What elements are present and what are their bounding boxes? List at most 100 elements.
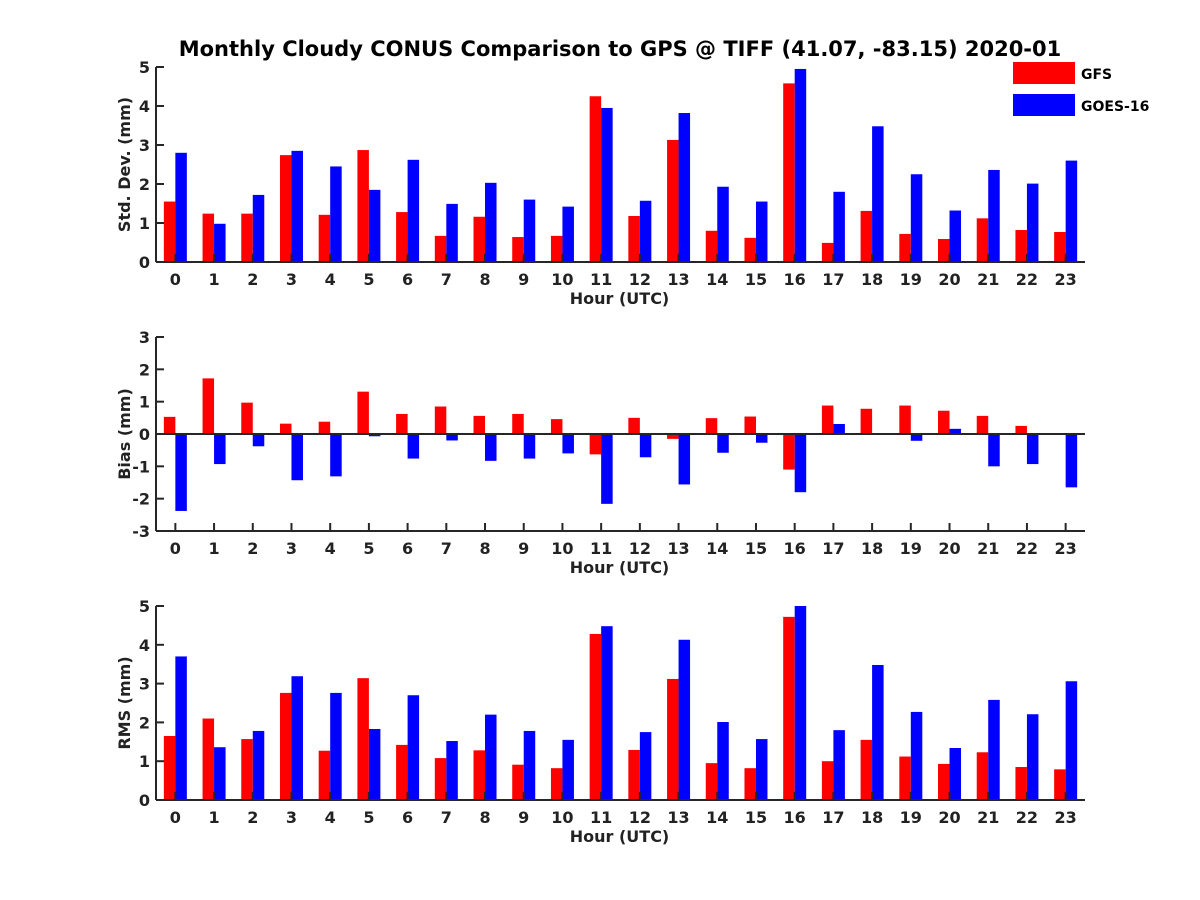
- bar-goes16-21: [988, 169, 1000, 262]
- bar-gfs-16: [783, 616, 795, 800]
- bar-goes16-4: [330, 692, 342, 800]
- legend-swatch-goes16: [1013, 94, 1075, 116]
- bar-goes16-0: [175, 656, 187, 800]
- bar-goes16-23: [1065, 160, 1078, 262]
- legend: GFS GOES-16: [1013, 62, 1149, 116]
- bar-goes16-6: [407, 695, 420, 800]
- x-tick-label: 14: [706, 539, 728, 558]
- x-tick-label: 18: [861, 539, 883, 558]
- bar-gfs-10: [550, 419, 563, 434]
- bar-goes16-17: [833, 423, 845, 434]
- bar-goes16-3: [291, 150, 303, 262]
- bar-gfs-2: [241, 213, 253, 262]
- x-tick-label: 7: [441, 270, 452, 289]
- bar-gfs-5: [357, 678, 369, 800]
- x-tick-label: 12: [629, 539, 651, 558]
- x-tick-label: 0: [170, 270, 181, 289]
- bar-goes16-2: [252, 194, 265, 262]
- bar-gfs-0: [163, 201, 176, 262]
- bar-goes16-17: [833, 191, 845, 262]
- bar-gfs-6: [396, 413, 408, 434]
- bar-goes16-14: [717, 186, 729, 262]
- x-tick-label: 3: [286, 270, 297, 289]
- bar-goes16-13: [678, 434, 691, 485]
- bar-gfs-18: [860, 739, 873, 800]
- x-tick-label: 12: [629, 270, 651, 289]
- bar-goes16-21: [988, 434, 1000, 467]
- y-axis-label: Bias (mm): [115, 388, 134, 480]
- bar-gfs-20: [938, 238, 950, 262]
- x-tick-label: 1: [208, 808, 219, 827]
- bar-goes16-11: [601, 434, 613, 504]
- bar-gfs-10: [550, 235, 563, 262]
- bar-gfs-18: [860, 408, 873, 434]
- x-tick-label: 6: [402, 808, 413, 827]
- bar-gfs-3: [279, 692, 292, 800]
- x-tick-label: 3: [286, 808, 297, 827]
- bar-gfs-13: [667, 434, 679, 439]
- y-tick-label: -2: [132, 490, 150, 509]
- x-tick-label: 18: [861, 808, 883, 827]
- bar-goes16-8: [485, 182, 497, 262]
- bar-goes16-19: [910, 711, 923, 800]
- x-tick-label: 5: [363, 808, 374, 827]
- bar-goes16-10: [562, 434, 574, 454]
- x-tick-label: 23: [1055, 539, 1077, 558]
- bar-goes16-22: [1026, 714, 1039, 800]
- x-tick-label: 16: [784, 539, 806, 558]
- y-tick-label: 5: [139, 597, 150, 616]
- y-tick-label: 4: [139, 97, 150, 116]
- x-tick-label: 13: [667, 539, 689, 558]
- bar-gfs-5: [357, 150, 369, 262]
- x-tick-label: 12: [629, 808, 651, 827]
- bar-goes16-23: [1065, 681, 1078, 800]
- bar-gfs-13: [667, 139, 679, 262]
- bar-gfs-12: [628, 417, 640, 434]
- y-tick-label: 2: [139, 713, 150, 732]
- bar-gfs-18: [860, 210, 873, 262]
- bar-goes16-15: [755, 201, 768, 262]
- x-tick-label: 5: [363, 539, 374, 558]
- bar-gfs-9: [512, 413, 524, 434]
- x-tick-label: 4: [325, 539, 336, 558]
- bar-gfs-16: [783, 434, 795, 470]
- bar-goes16-9: [523, 434, 536, 459]
- bar-goes16-17: [833, 730, 845, 800]
- bar-goes16-5: [368, 729, 381, 800]
- x-tick-label: 22: [1016, 808, 1038, 827]
- bar-goes16-9: [523, 730, 536, 800]
- x-tick-label: 7: [441, 539, 452, 558]
- bar-gfs-2: [241, 739, 253, 800]
- x-tick-label: 11: [590, 270, 612, 289]
- x-tick-label: 8: [479, 808, 490, 827]
- x-tick-label: 22: [1016, 539, 1038, 558]
- x-tick-label: 15: [745, 539, 767, 558]
- x-tick-label: 23: [1055, 270, 1077, 289]
- bar-gfs-15: [744, 237, 756, 262]
- bar-gfs-22: [1015, 230, 1027, 262]
- x-tick-label: 20: [938, 539, 960, 558]
- bar-gfs-13: [667, 678, 679, 800]
- bar-goes16-0: [175, 152, 187, 262]
- x-tick-label: 3: [286, 539, 297, 558]
- x-tick-label: 21: [977, 539, 999, 558]
- bar-gfs-17: [821, 405, 834, 434]
- bar-goes16-12: [639, 434, 652, 458]
- x-tick-label: 11: [590, 539, 612, 558]
- y-axis-label: RMS (mm): [115, 656, 134, 749]
- bar-goes16-19: [910, 434, 923, 441]
- bar-goes16-19: [910, 174, 923, 262]
- bar-gfs-21: [976, 218, 989, 262]
- x-tick-label: 14: [706, 808, 728, 827]
- bar-gfs-21: [976, 415, 989, 434]
- bar-gfs-3: [279, 155, 292, 262]
- bar-gfs-19: [899, 233, 911, 262]
- bar-goes16-4: [330, 434, 342, 477]
- bar-goes16-4: [330, 166, 342, 262]
- x-tick-label: 2: [247, 808, 258, 827]
- bar-gfs-7: [434, 406, 447, 434]
- x-axis-label: Hour (UTC): [570, 558, 670, 577]
- bar-goes16-20: [949, 428, 962, 434]
- bar-goes16-5: [368, 434, 381, 437]
